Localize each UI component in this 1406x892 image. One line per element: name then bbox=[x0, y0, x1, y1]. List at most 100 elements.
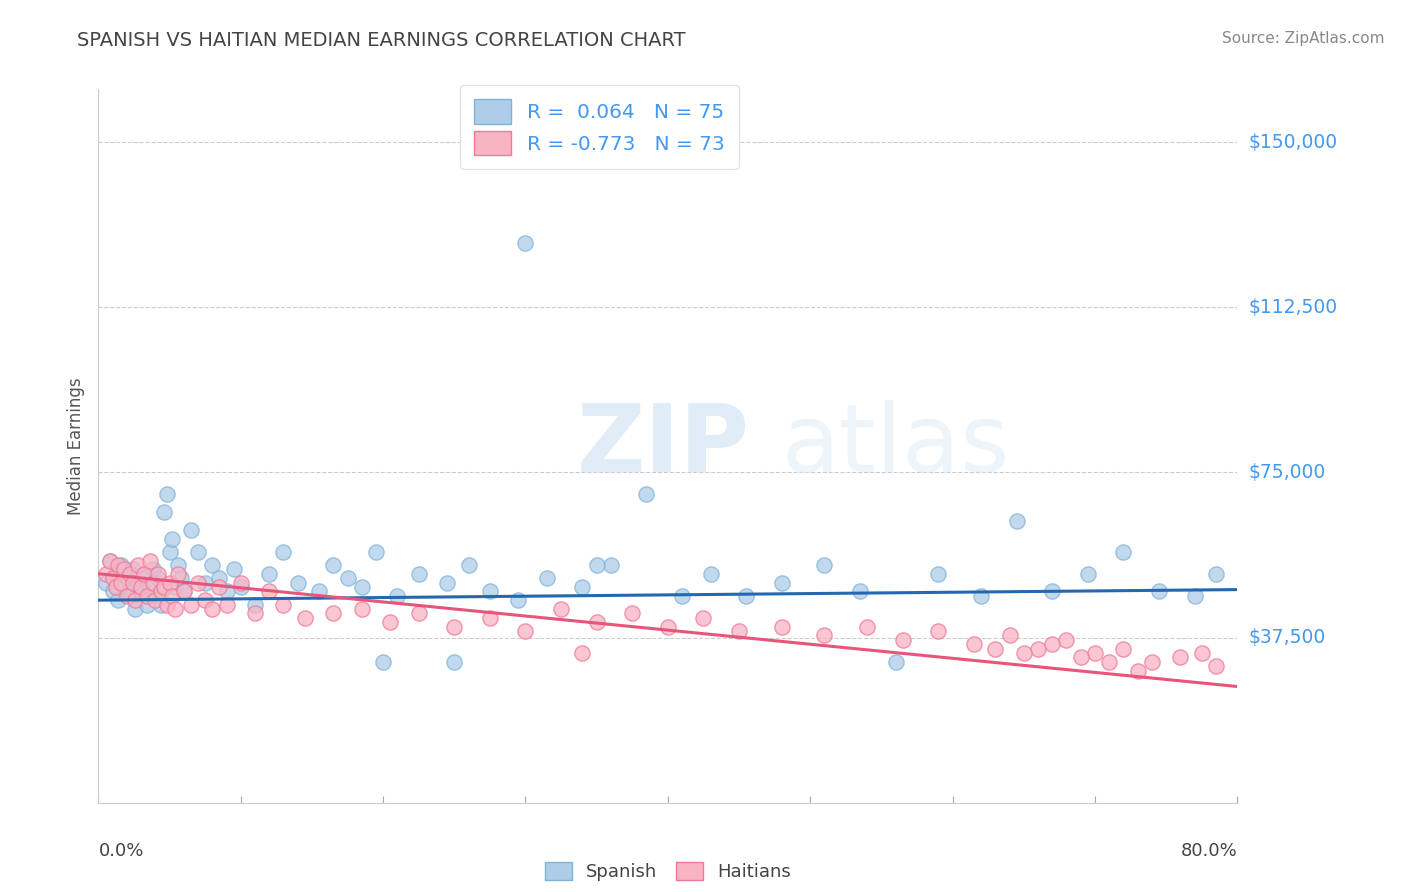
Point bbox=[156, 598, 179, 612]
Point bbox=[201, 558, 224, 572]
Legend: Spanish, Haitians: Spanish, Haitians bbox=[537, 855, 799, 888]
Point bbox=[162, 532, 184, 546]
Point bbox=[699, 566, 721, 581]
Point bbox=[728, 624, 751, 638]
Point bbox=[98, 553, 121, 567]
Point bbox=[215, 598, 238, 612]
Point bbox=[571, 580, 593, 594]
Point bbox=[884, 655, 907, 669]
Point bbox=[600, 558, 623, 572]
Point bbox=[408, 566, 430, 581]
Point bbox=[145, 589, 167, 603]
Point bbox=[115, 589, 138, 603]
Point bbox=[259, 566, 281, 581]
Point bbox=[124, 602, 146, 616]
Point bbox=[1184, 589, 1206, 603]
Point bbox=[927, 624, 949, 638]
Point bbox=[104, 580, 127, 594]
Text: $150,000: $150,000 bbox=[1249, 133, 1337, 152]
Point bbox=[891, 632, 914, 647]
Point bbox=[229, 575, 252, 590]
Point bbox=[148, 566, 170, 581]
Point bbox=[107, 558, 129, 572]
Point bbox=[294, 611, 316, 625]
Point bbox=[132, 566, 155, 581]
Text: 80.0%: 80.0% bbox=[1181, 842, 1237, 860]
Point bbox=[148, 571, 170, 585]
Point bbox=[1140, 655, 1163, 669]
Point bbox=[927, 566, 949, 581]
Point bbox=[208, 580, 231, 594]
Point bbox=[1098, 655, 1121, 669]
Point bbox=[194, 593, 217, 607]
Point bbox=[201, 602, 224, 616]
Point bbox=[173, 584, 195, 599]
Point bbox=[159, 545, 181, 559]
Point bbox=[107, 593, 129, 607]
Point bbox=[162, 589, 184, 603]
Point bbox=[180, 598, 202, 612]
Point bbox=[585, 558, 607, 572]
Point bbox=[121, 575, 143, 590]
Point bbox=[1012, 646, 1035, 660]
Point bbox=[1026, 641, 1049, 656]
Point bbox=[1126, 664, 1149, 678]
Text: atlas: atlas bbox=[782, 400, 1010, 492]
Point bbox=[110, 558, 132, 572]
Point bbox=[571, 646, 593, 660]
Point bbox=[141, 575, 163, 590]
Point bbox=[813, 558, 835, 572]
Point bbox=[112, 580, 135, 594]
Point bbox=[692, 611, 714, 625]
Point bbox=[222, 562, 245, 576]
Point bbox=[373, 655, 395, 669]
Point bbox=[478, 611, 501, 625]
Point bbox=[187, 545, 209, 559]
Point bbox=[101, 584, 124, 599]
Text: $75,000: $75,000 bbox=[1249, 463, 1326, 482]
Point bbox=[229, 580, 252, 594]
Text: Source: ZipAtlas.com: Source: ZipAtlas.com bbox=[1222, 31, 1385, 46]
Point bbox=[970, 589, 993, 603]
Point bbox=[1205, 659, 1227, 673]
Point bbox=[350, 580, 373, 594]
Point bbox=[770, 619, 793, 633]
Point bbox=[1191, 646, 1213, 660]
Point bbox=[1147, 584, 1170, 599]
Point bbox=[129, 584, 152, 599]
Point bbox=[98, 553, 121, 567]
Point bbox=[132, 566, 155, 581]
Point bbox=[322, 607, 344, 621]
Point bbox=[984, 641, 1007, 656]
Text: ZIP: ZIP bbox=[576, 400, 749, 492]
Point bbox=[636, 487, 658, 501]
Point bbox=[1056, 632, 1078, 647]
Point bbox=[671, 589, 693, 603]
Point bbox=[110, 575, 132, 590]
Point bbox=[657, 619, 679, 633]
Point bbox=[208, 571, 231, 585]
Point bbox=[813, 628, 835, 642]
Point bbox=[167, 558, 190, 572]
Point bbox=[243, 598, 266, 612]
Point bbox=[515, 624, 537, 638]
Point bbox=[308, 584, 330, 599]
Point bbox=[167, 566, 190, 581]
Point bbox=[180, 523, 202, 537]
Point bbox=[380, 615, 402, 630]
Point bbox=[118, 589, 141, 603]
Point bbox=[112, 562, 135, 576]
Point bbox=[443, 619, 465, 633]
Point bbox=[336, 571, 359, 585]
Point bbox=[115, 571, 138, 585]
Point bbox=[273, 598, 295, 612]
Point bbox=[457, 558, 479, 572]
Point bbox=[408, 607, 430, 621]
Point bbox=[127, 558, 149, 572]
Point bbox=[104, 566, 127, 581]
Text: $37,500: $37,500 bbox=[1249, 628, 1326, 647]
Point bbox=[173, 584, 195, 599]
Point bbox=[1040, 637, 1063, 651]
Point bbox=[350, 602, 373, 616]
Point bbox=[243, 607, 266, 621]
